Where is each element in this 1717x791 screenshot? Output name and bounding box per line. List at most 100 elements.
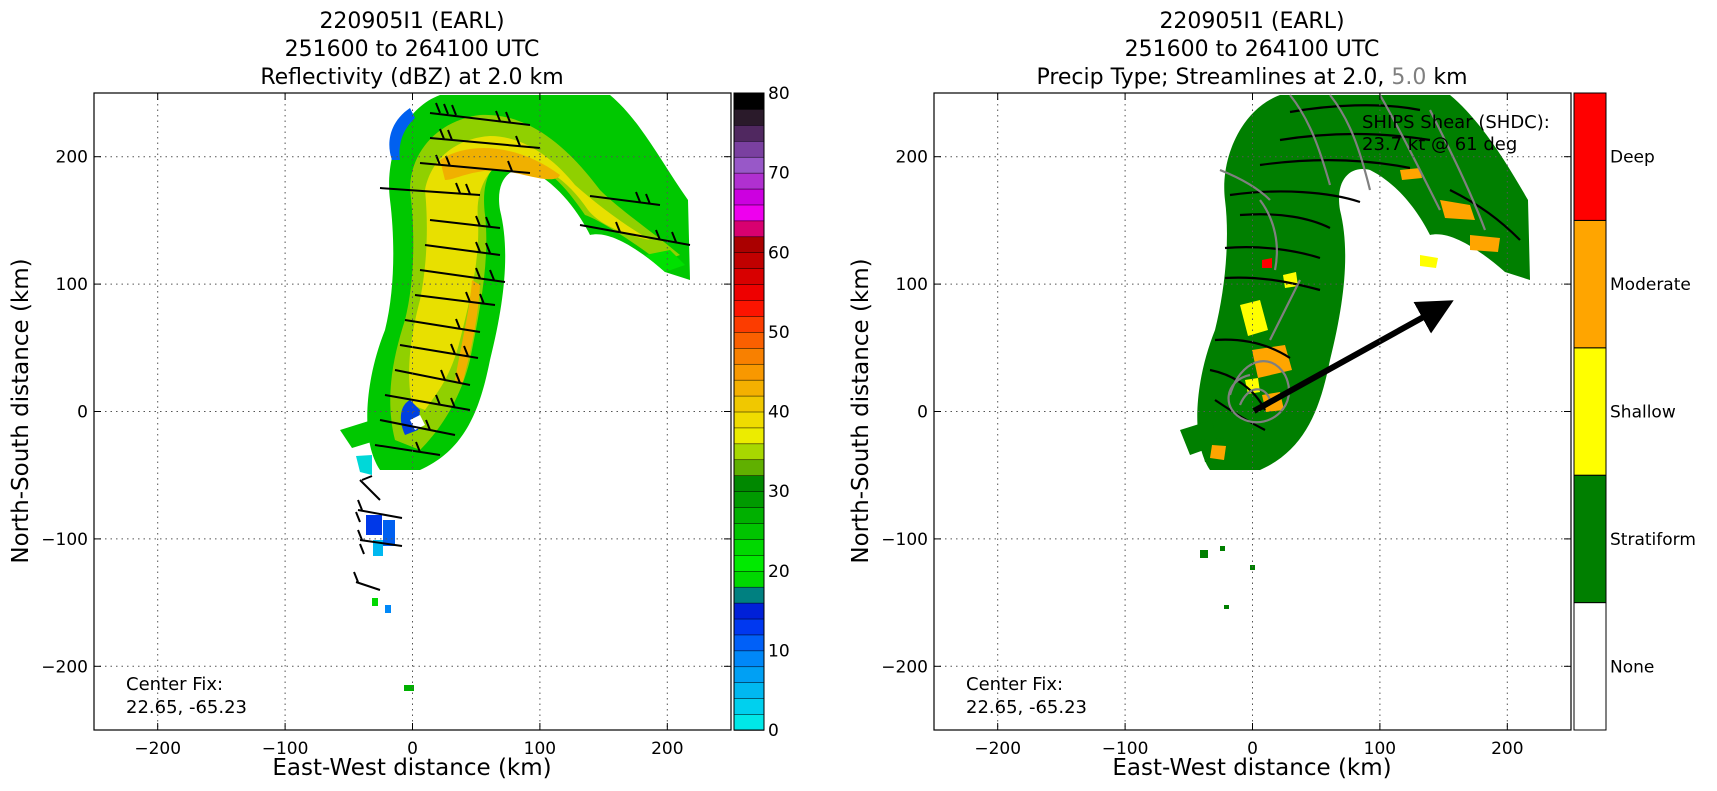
colorbar-swatch — [733, 697, 765, 715]
category-label-moderate: Moderate — [1610, 275, 1691, 295]
category-swatch-stratiform — [1573, 474, 1607, 604]
right-title-line-3-highlight: 5.0 — [1391, 65, 1426, 90]
colorbar-swatch — [733, 538, 765, 556]
shear-label-line-1: SHIPS Shear (SHDC): — [1362, 112, 1550, 133]
colorbar-swatch — [733, 411, 765, 429]
colorbar-tick-label: 70 — [768, 164, 790, 184]
colorbar-tick-label: 20 — [768, 562, 790, 582]
colorbar-swatch — [733, 299, 765, 317]
x-tick-label: 100 — [1364, 739, 1396, 759]
left-center-fix-label: Center Fix: — [126, 674, 223, 695]
colorbar-swatch — [733, 283, 765, 301]
y-tick-label: −200 — [881, 657, 928, 677]
wind-barbs — [353, 102, 691, 591]
left-center-fix-value: 22.65, -65.23 — [126, 697, 247, 718]
colorbar-swatch — [733, 252, 765, 269]
colorbar-swatch — [733, 108, 765, 126]
colorbar-swatch — [733, 474, 765, 492]
y-tick-label: 100 — [896, 275, 928, 295]
colorbar-swatch — [733, 427, 765, 445]
left-title-line-1: 220905I1 (EARL) — [319, 9, 504, 34]
colorbar-swatch — [733, 666, 765, 683]
reflectivity-field — [340, 95, 690, 691]
colorbar-swatch — [733, 459, 765, 476]
colorbar-tick-label: 80 — [768, 84, 790, 104]
colorbar-swatch — [733, 188, 765, 206]
right-panel: 220905I1 (EARL) 251600 to 264100 UTC Pre… — [848, 9, 1696, 781]
colorbar-swatch — [733, 586, 765, 604]
colorbar-swatch — [733, 363, 765, 381]
colorbar-tick-label: 60 — [768, 243, 790, 263]
streamlines-2km — [1209, 104, 1521, 431]
right-title-line-2: 251600 to 264100 UTC — [1125, 37, 1380, 62]
x-tick-label: −200 — [974, 739, 1021, 759]
colorbar-swatch — [733, 347, 765, 365]
colorbar-swatch — [733, 267, 765, 285]
right-y-axis-label: North-South distance (km) — [848, 258, 874, 563]
shear-label-line-2: 23.7 kt @ 61 deg — [1362, 134, 1517, 155]
colorbar-tick-label: 10 — [768, 641, 790, 661]
y-tick-label: −100 — [41, 530, 88, 550]
left-panel: 220905I1 (EARL) 251600 to 264100 UTC Ref… — [8, 9, 790, 781]
colorbar-swatch — [733, 172, 765, 190]
colorbar-swatch — [733, 395, 765, 413]
colorbar-tick-label: 40 — [768, 403, 790, 423]
left-x-axis-label: East-West distance (km) — [272, 755, 551, 781]
colorbar-swatch — [733, 570, 765, 588]
x-tick-label: 200 — [1491, 739, 1523, 759]
left-title-line-3: Reflectivity (dBZ) at 2.0 km — [260, 65, 563, 90]
colorbar-swatch — [733, 650, 765, 668]
x-tick-label: 100 — [524, 739, 556, 759]
left-title: 220905I1 (EARL) 251600 to 264100 UTC Ref… — [260, 9, 563, 90]
y-tick-label: 200 — [56, 148, 88, 168]
category-swatch-moderate — [1573, 219, 1607, 349]
colorbar-swatch — [733, 331, 765, 349]
right-title-line-3: Precip Type; Streamlines at 2.0, 5.0 km — [1036, 65, 1467, 90]
colorbar-swatch — [733, 522, 765, 540]
colorbar-swatch — [733, 92, 765, 110]
category-swatch-deep — [1573, 92, 1607, 221]
colorbar-swatch — [733, 713, 765, 731]
colorbar-swatch — [733, 315, 765, 333]
y-tick-label: −200 — [41, 657, 88, 677]
right-x-axis-label: East-West distance (km) — [1112, 755, 1391, 781]
category-label-shallow: Shallow — [1610, 403, 1676, 423]
left-title-line-2: 251600 to 264100 UTC — [285, 37, 540, 62]
right-title-line-1: 220905I1 (EARL) — [1159, 9, 1344, 34]
colorbar-swatch — [733, 602, 765, 620]
colorbar-swatch — [733, 634, 765, 652]
left-ticks: −200 −100 0 100 200 −200 −100 0 100 200 — [41, 93, 731, 759]
reflectivity-colorbar: 0 10 20 30 40 50 60 70 80 — [733, 84, 790, 741]
y-tick-label: 200 — [896, 148, 928, 168]
colorbar-swatch — [733, 443, 765, 461]
y-tick-label: −100 — [881, 530, 928, 550]
colorbar-swatch — [733, 140, 765, 158]
right-ticks: −200 −100 0 100 200 −200 −100 0 100 200 — [881, 93, 1571, 759]
colorbar-swatch — [733, 236, 765, 253]
colorbar-swatch — [733, 220, 765, 238]
right-title-line-3-prefix: Precip Type; Streamlines at 2.0, — [1036, 65, 1391, 90]
colorbar-swatch — [733, 681, 765, 699]
colorbar-swatch — [733, 204, 765, 222]
category-label-stratiform: Stratiform — [1610, 530, 1696, 550]
colorbar-swatch — [733, 490, 765, 508]
shear-arrow — [1252, 300, 1454, 414]
x-tick-label: 0 — [407, 739, 418, 759]
colorbar-tick-label: 30 — [768, 482, 790, 502]
x-tick-label: −100 — [1102, 739, 1149, 759]
category-swatch-none — [1573, 602, 1607, 731]
x-tick-label: 200 — [651, 739, 683, 759]
right-title: 220905I1 (EARL) 251600 to 264100 UTC Pre… — [1036, 9, 1467, 90]
y-tick-label: 100 — [56, 275, 88, 295]
x-tick-label: −200 — [134, 739, 181, 759]
y-tick-label: 0 — [917, 403, 928, 423]
left-y-axis-label: North-South distance (km) — [8, 258, 34, 563]
colorbar-swatch — [733, 379, 765, 397]
precip-type-colorbar: None Stratiform Shallow Moderate Deep — [1573, 92, 1696, 731]
colorbar-swatch — [733, 618, 765, 636]
colorbar-swatch — [733, 156, 765, 174]
right-center-fix-label: Center Fix: — [966, 674, 1063, 695]
colorbar-tick-label: 0 — [768, 721, 779, 741]
right-title-line-3-suffix: km — [1426, 65, 1467, 90]
